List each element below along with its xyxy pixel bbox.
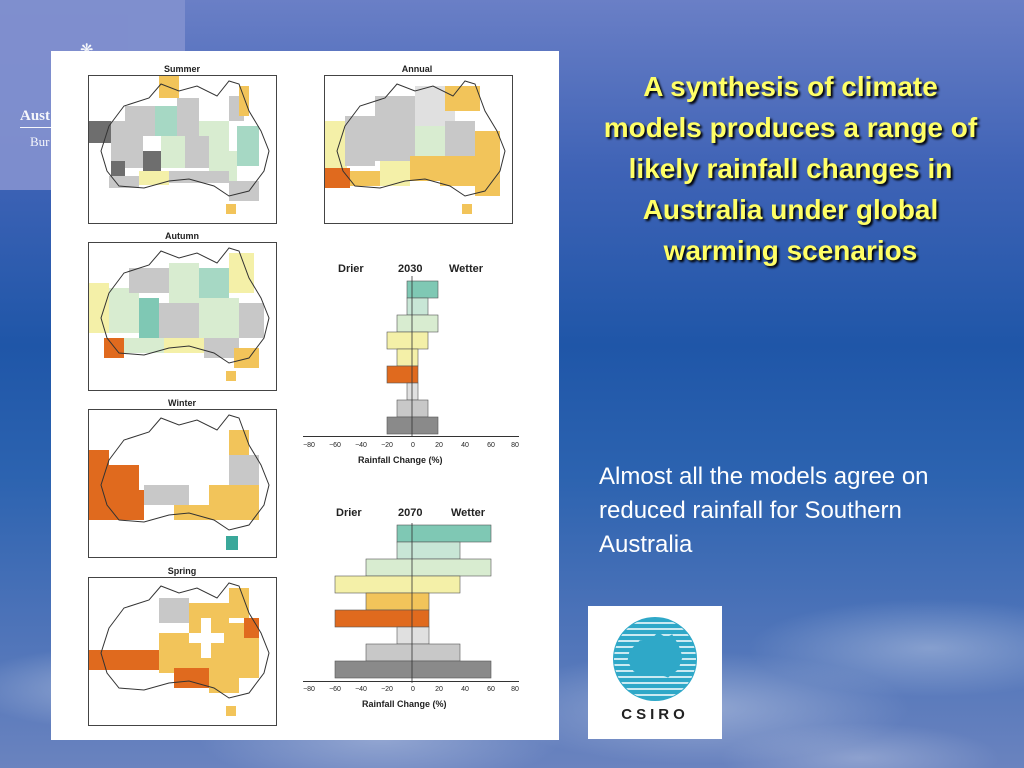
hist-2070-wetter-label: Wetter <box>451 507 486 519</box>
map-title-winter: Winter <box>168 398 196 408</box>
hist-2030-tick: 80 <box>511 442 519 449</box>
australia-map-spring <box>89 582 270 716</box>
logo-text-line1: Aust <box>20 108 51 124</box>
hist-2070-tick: 60 <box>487 686 495 693</box>
hist-2030-tick: −40 <box>355 442 367 449</box>
map-title-spring: Spring <box>167 566 197 576</box>
hist-2030-tick: −20 <box>381 442 393 449</box>
map-summer <box>88 75 277 224</box>
australia-map-autumn <box>89 247 270 381</box>
slide-caption: Almost all the models agree on reduced r… <box>599 463 929 558</box>
slide-title: A synthesis of climate models produces a… <box>603 71 978 266</box>
hist-2030-tick: −80 <box>303 442 315 449</box>
hist-2070-tick: −20 <box>381 686 393 693</box>
hist-2030-drier-label: Drier <box>338 263 364 275</box>
map-winter <box>88 409 277 558</box>
csiro-logo: CSIRO <box>588 606 722 739</box>
map-title-autumn: Autumn <box>165 231 199 241</box>
hist-2030-tick: 20 <box>435 442 443 449</box>
hist-2070-drier-label: Drier <box>336 507 362 519</box>
hist-2070-tick: 0 <box>411 686 415 693</box>
hist-2070-tick: 20 <box>435 686 443 693</box>
hist-2070-tick: −40 <box>355 686 367 693</box>
map-autumn <box>88 242 277 391</box>
australia-map-summer <box>89 76 270 214</box>
hist-2030-tick: 0 <box>411 442 415 449</box>
hist-2070-year-label: 2070 <box>398 507 423 519</box>
hist-2030-tick: −60 <box>329 442 341 449</box>
hist-2070-tick: −80 <box>303 686 315 693</box>
hist-2030-x-axis <box>303 436 519 437</box>
hist-2070-tick: 80 <box>511 686 519 693</box>
hist-2070-x-axis <box>303 681 519 682</box>
logo-text-line2: Bur <box>30 134 50 149</box>
australia-map-annual <box>325 80 506 214</box>
map-spring <box>88 577 277 726</box>
hist-2030-tick: 60 <box>487 442 495 449</box>
hist-2030-tick: 40 <box>461 442 469 449</box>
csiro-wordmark: CSIRO <box>621 706 689 723</box>
hist-2070-axis-title: Rainfall Change (%) <box>362 699 447 709</box>
hist-2070-tick: −60 <box>329 686 341 693</box>
hist-2070-bars <box>334 523 492 683</box>
rainfall-figure: Summer Annual <box>51 51 559 740</box>
hist-2030-year-label: 2030 <box>398 263 423 275</box>
map-title-summer: Summer <box>163 64 200 74</box>
logo-divider <box>20 127 60 128</box>
csiro-globe-icon <box>613 617 697 701</box>
australia-map-winter <box>89 414 270 550</box>
map-annual <box>324 75 513 224</box>
hist-2070-tick: 40 <box>461 686 469 693</box>
hist-2030-axis-title: Rainfall Change (%) <box>358 455 443 465</box>
map-title-annual: Annual <box>401 64 433 74</box>
hist-2030-wetter-label: Wetter <box>449 263 484 275</box>
hist-2030-bars <box>386 276 439 436</box>
